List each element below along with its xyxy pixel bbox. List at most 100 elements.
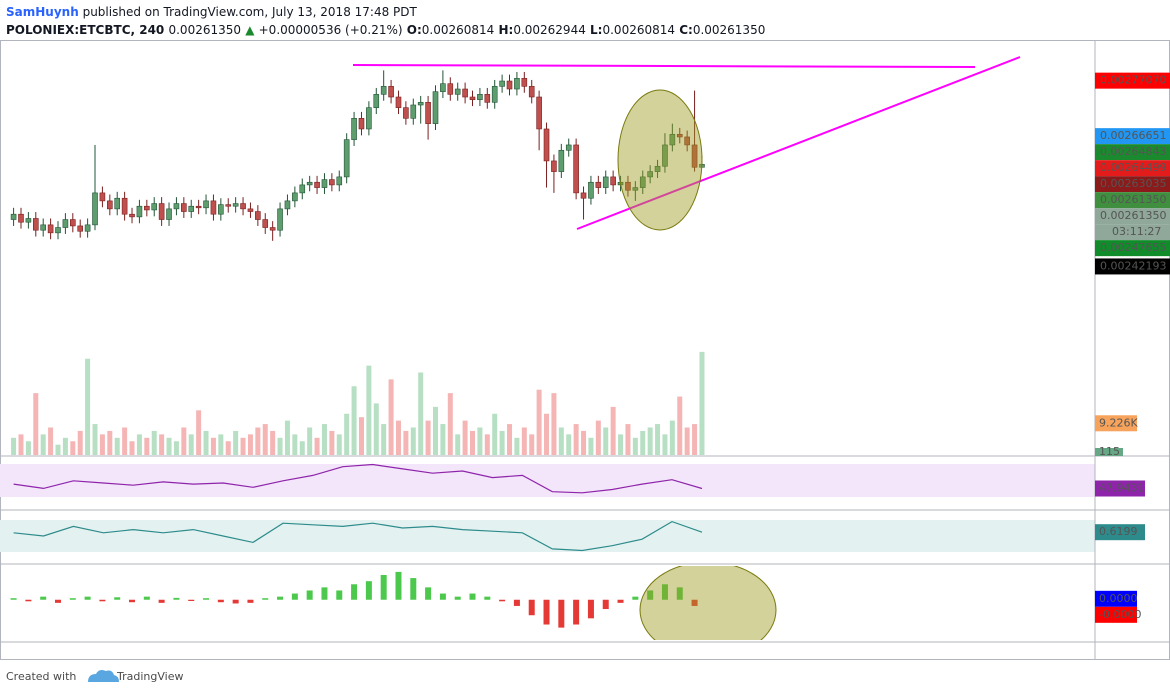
price-badge-label: 0.00242193	[1100, 259, 1166, 272]
volume-bar	[492, 413, 498, 455]
candle-body	[55, 227, 61, 234]
ohlc-value: 0.00260814	[422, 23, 495, 37]
candle-body	[558, 149, 565, 172]
volume-bar	[381, 424, 387, 455]
price-badge-label: 0.00266651	[1100, 129, 1166, 142]
volume-bar	[77, 430, 83, 455]
countdown-badge	[1095, 224, 1170, 241]
rsi-band	[0, 464, 1095, 497]
ohlc-value: 0.00262944	[513, 23, 586, 37]
candle-body	[62, 219, 69, 228]
macd-bar	[469, 593, 476, 600]
macd-bar	[40, 596, 47, 600]
volume-bar	[484, 434, 490, 455]
price-badge-label: 0.00261350	[1100, 209, 1166, 222]
macd-bar	[558, 599, 565, 628]
volume-bar	[529, 434, 535, 455]
osc-band	[0, 520, 1095, 552]
volume-bar	[233, 430, 239, 455]
macd-bar	[25, 599, 32, 602]
volume-bar	[25, 441, 31, 455]
volume-bar	[514, 437, 520, 455]
candle-body	[647, 171, 653, 178]
candle-body	[454, 88, 461, 95]
volume-bar	[270, 430, 276, 455]
candle-body	[417, 102, 424, 106]
candle-body	[25, 218, 32, 223]
volume-bar	[159, 434, 165, 455]
candle-body	[218, 204, 224, 215]
candle-body	[669, 133, 676, 146]
macd-badge	[1095, 606, 1137, 623]
macd-badge-label: -0.0000	[1099, 608, 1141, 621]
candle-body	[499, 80, 505, 87]
symbol: POLONIEX:ETCBTC, 240	[6, 23, 164, 37]
candle-body	[321, 179, 328, 188]
candle-body	[166, 208, 172, 220]
candle-body	[410, 104, 417, 119]
volume-bar	[655, 424, 661, 455]
macd-bar	[439, 593, 446, 600]
candle-body	[47, 224, 54, 234]
ohlc-value: 0.00260814	[602, 23, 675, 37]
volume-bar	[351, 386, 357, 455]
candle-body	[284, 200, 291, 210]
candle-body	[484, 94, 491, 103]
volume-bar	[292, 434, 298, 455]
macd-bar	[410, 578, 417, 600]
candle-body	[114, 197, 121, 210]
candle-body	[107, 200, 113, 210]
macd-bar	[602, 599, 609, 610]
count-badge	[1095, 448, 1123, 456]
candle-body	[565, 144, 572, 151]
support-line	[576, 56, 1021, 230]
candle-body	[277, 208, 283, 231]
volume-bar	[129, 441, 135, 455]
macd-bar	[291, 593, 298, 600]
candle-body	[151, 203, 158, 211]
volume-bar	[210, 437, 216, 455]
volume-bar	[595, 420, 601, 455]
volume-bar	[70, 441, 76, 455]
volume-bar	[114, 437, 120, 455]
price-badge	[1095, 258, 1170, 275]
macd-bar	[306, 590, 313, 600]
candle-body	[639, 176, 646, 188]
candle-body	[173, 203, 180, 210]
up-arrow: ▲	[245, 23, 255, 37]
volume-bar	[196, 410, 202, 455]
volume-bar	[62, 437, 68, 455]
candle-body	[632, 187, 639, 191]
volume-bar	[477, 427, 483, 455]
candle-body	[195, 205, 202, 209]
price-badge	[1095, 192, 1170, 209]
macd-bar	[661, 584, 668, 600]
macd-bar	[129, 599, 136, 603]
resistance-line	[352, 64, 976, 68]
volume-bar	[344, 413, 350, 455]
price-badge	[1095, 176, 1170, 193]
volume-bar	[107, 430, 113, 455]
candle-body	[188, 205, 195, 212]
volume-bar	[203, 430, 209, 455]
ohlc-value: 0.00261350	[693, 23, 766, 37]
macd-bar	[158, 599, 165, 603]
volume-badge	[1095, 415, 1137, 432]
candle-body	[40, 224, 46, 231]
candle-body	[144, 205, 150, 211]
volume-bar	[18, 434, 24, 455]
candle-body	[691, 144, 698, 168]
macd-bar	[617, 599, 624, 603]
ohlc-key: H:	[498, 23, 513, 37]
highlight-ellipse	[617, 89, 703, 231]
volume-bar	[618, 434, 624, 455]
symbol-line: POLONIEX:ETCBTC, 240 0.00261350 ▲ +0.000…	[6, 23, 765, 37]
volume-bar	[625, 424, 631, 455]
volume-bar	[603, 427, 609, 455]
candle-body	[462, 88, 468, 98]
volume-bar	[136, 434, 142, 455]
macd-bar	[587, 599, 594, 619]
volume-bar	[366, 365, 372, 455]
volume-bar	[677, 396, 683, 455]
